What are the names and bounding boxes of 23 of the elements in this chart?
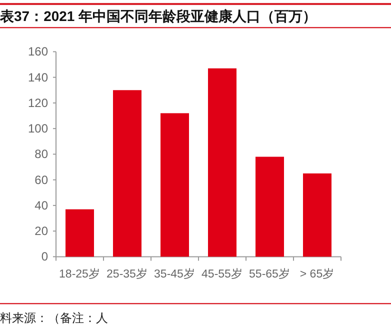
y-tick-label: 160 bbox=[28, 44, 48, 59]
x-tick-label: 18-25岁 bbox=[59, 268, 100, 281]
x-tick-label: 25-35岁 bbox=[106, 268, 148, 281]
x-tick-label: 55-65岁 bbox=[249, 268, 290, 281]
bar bbox=[303, 173, 332, 257]
y-tick-label: 20 bbox=[34, 224, 48, 238]
chart-title: 表37：2021 年中国不同年龄段亚健康人口（百万） bbox=[0, 8, 317, 24]
bar bbox=[66, 209, 94, 257]
x-tick-label: > 65岁 bbox=[300, 268, 335, 281]
y-tick-label: 80 bbox=[34, 147, 48, 162]
bar bbox=[160, 113, 189, 257]
bar bbox=[208, 68, 236, 257]
x-tick-label: 45-55岁 bbox=[202, 268, 243, 281]
y-tick-label: 120 bbox=[28, 96, 48, 110]
y-tick-label: 40 bbox=[34, 198, 48, 212]
y-tick-label: 140 bbox=[28, 70, 48, 84]
bar bbox=[256, 156, 284, 257]
y-tick-label: 100 bbox=[28, 122, 48, 136]
text: 料来源：（备注：人 bbox=[0, 311, 108, 325]
bar bbox=[113, 90, 142, 257]
y-tick-label: 60 bbox=[34, 172, 48, 187]
y-tick-label: 0 bbox=[41, 250, 48, 264]
x-tick-label: 35-45岁 bbox=[154, 268, 196, 281]
